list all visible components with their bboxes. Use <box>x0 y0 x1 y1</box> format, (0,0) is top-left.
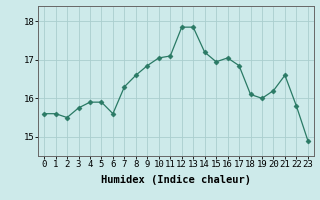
X-axis label: Humidex (Indice chaleur): Humidex (Indice chaleur) <box>101 175 251 185</box>
